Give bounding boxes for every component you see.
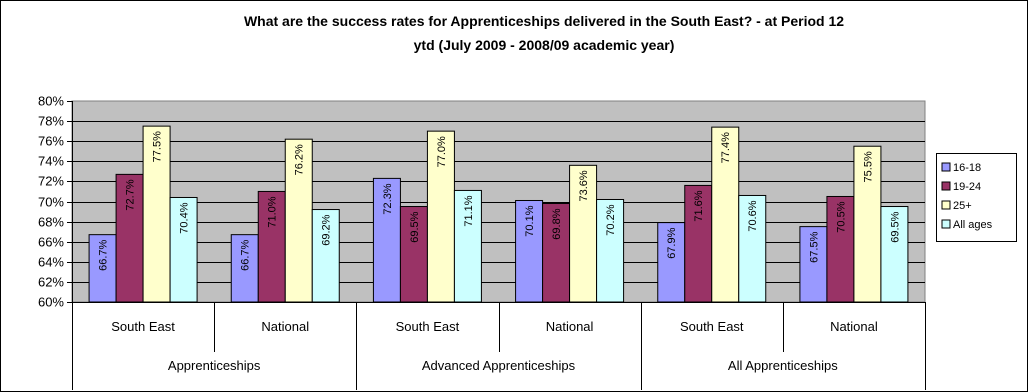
legend-entry: 19-24 — [953, 181, 981, 193]
y-tick-label: 66% — [38, 235, 64, 250]
data-label: 67.5% — [808, 231, 820, 262]
category-label: National — [261, 319, 309, 334]
bar — [284, 138, 313, 303]
y-tick-label: 70% — [38, 195, 64, 210]
bar — [426, 130, 455, 303]
group-label: Advanced Apprenticeships — [422, 358, 576, 373]
data-label: 72.7% — [125, 179, 137, 210]
y-tick-label: 60% — [38, 295, 64, 310]
y-tick-label: 62% — [38, 275, 64, 290]
data-label: 72.3% — [382, 183, 394, 214]
data-label: 71.1% — [463, 195, 475, 226]
bar — [453, 189, 482, 303]
data-label: 70.1% — [524, 205, 536, 236]
bar — [515, 199, 544, 303]
data-label: 69.8% — [551, 208, 563, 239]
bar — [738, 194, 767, 303]
bar — [257, 190, 286, 303]
legend-entry: 16-18 — [953, 162, 981, 174]
bar — [853, 145, 882, 303]
y-tick-label: 68% — [38, 215, 64, 230]
bar — [169, 196, 198, 303]
plot-area: 60% 62% 64% 66% 68% 70% 72% 74% 76% 78% 80% 66.7% 72… — [38, 94, 926, 390]
y-tick-label: 64% — [38, 255, 64, 270]
data-label: 69.5% — [889, 211, 901, 242]
data-label: 70.4% — [179, 202, 191, 233]
bar — [399, 206, 428, 303]
data-label: 71.6% — [693, 190, 705, 221]
data-label: 67.9% — [666, 227, 678, 258]
bar — [115, 173, 144, 303]
plot-background — [71, 100, 926, 303]
data-label: 66.7% — [98, 239, 110, 270]
chart-title-line-2: ytd (July 2009 - 2008/09 academic year) — [414, 37, 675, 53]
y-tick-label: 78% — [38, 114, 64, 129]
bar — [596, 198, 625, 303]
legend: 16-18 19-24 25+ All ages — [936, 153, 1017, 242]
bar — [880, 206, 909, 303]
data-label: 73.6% — [578, 170, 590, 201]
bar — [542, 203, 571, 303]
y-tick-label: 76% — [38, 134, 64, 149]
legend-swatch — [941, 162, 951, 172]
data-label: 71.0% — [267, 196, 279, 227]
bar — [142, 125, 171, 303]
category-label: South East — [680, 319, 744, 334]
data-label: 77.4% — [720, 132, 732, 163]
bar — [826, 195, 855, 303]
category-label: National — [546, 319, 594, 334]
bar — [799, 226, 828, 303]
data-label: 76.2% — [294, 144, 306, 175]
group-label: Apprenticeships — [168, 358, 261, 373]
bar — [711, 126, 740, 303]
y-tick-label: 80% — [38, 94, 64, 109]
category-label: National — [830, 319, 878, 334]
legend-swatch — [941, 200, 951, 210]
data-label: 70.2% — [605, 204, 617, 235]
data-label: 77.5% — [152, 131, 164, 162]
legend-swatch — [941, 181, 951, 191]
data-label: 66.7% — [240, 239, 252, 270]
category-label: South East — [396, 319, 460, 334]
legend-entry: All ages — [953, 219, 993, 231]
legend-swatch — [941, 219, 951, 229]
bar — [311, 209, 340, 303]
chart-title-line-1: What are the success rates for Apprentic… — [244, 13, 844, 29]
data-label: 69.2% — [321, 214, 333, 245]
bar — [230, 234, 259, 303]
group-label: All Apprenticeships — [728, 358, 838, 373]
bar — [88, 234, 117, 303]
data-label: 69.5% — [409, 211, 421, 242]
data-label: 77.0% — [436, 136, 448, 167]
data-label: 70.5% — [835, 201, 847, 232]
y-tick-label: 72% — [38, 174, 64, 189]
y-tick-label: 74% — [38, 154, 64, 169]
bar — [569, 164, 598, 303]
data-label: 70.6% — [747, 200, 759, 231]
data-label: 75.5% — [862, 151, 874, 182]
legend-entry: 25+ — [953, 200, 972, 212]
category-label: South East — [111, 319, 175, 334]
